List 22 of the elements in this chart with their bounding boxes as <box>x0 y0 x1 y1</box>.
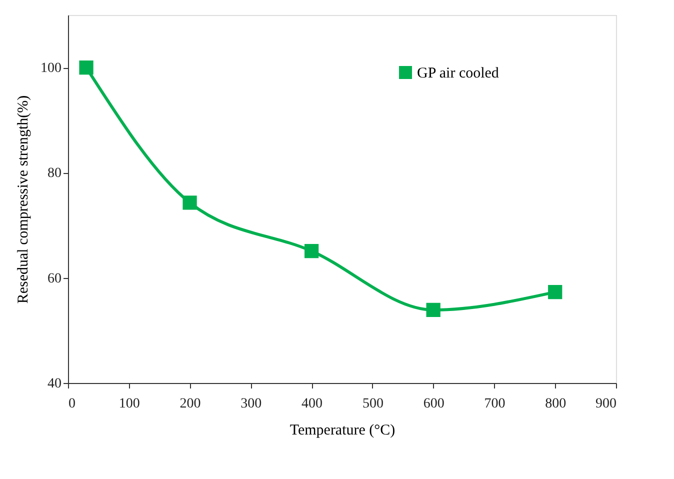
point <box>426 302 440 317</box>
legend-label: GP air cooled <box>417 66 500 82</box>
x-tick-label: 200 <box>180 396 201 412</box>
point <box>548 284 562 300</box>
x-tick-label: 600 <box>423 396 444 412</box>
y-tick-label: 100 <box>40 61 62 76</box>
point <box>79 60 94 75</box>
x-tick-label: 900 <box>596 396 616 412</box>
x-tick-label: 500 <box>362 396 384 412</box>
y-tick-label: 60 <box>48 271 62 286</box>
y-tick-label: 80 <box>48 166 62 182</box>
x-tick-label: 100 <box>118 396 140 412</box>
x-tick-label: 400 <box>302 396 323 412</box>
y-tick-label: 40 <box>48 376 62 392</box>
x-axis-title: Temperature (°C) <box>290 422 396 438</box>
point <box>182 196 197 210</box>
x-tick-label: 0 <box>68 396 76 412</box>
x-tick-label: 700 <box>484 396 506 412</box>
x-tick-label: 300 <box>240 396 262 412</box>
point <box>304 244 319 258</box>
y-axis-title: Resedual compressive strength(%) <box>16 95 32 304</box>
x-tick-label: 800 <box>545 396 566 412</box>
